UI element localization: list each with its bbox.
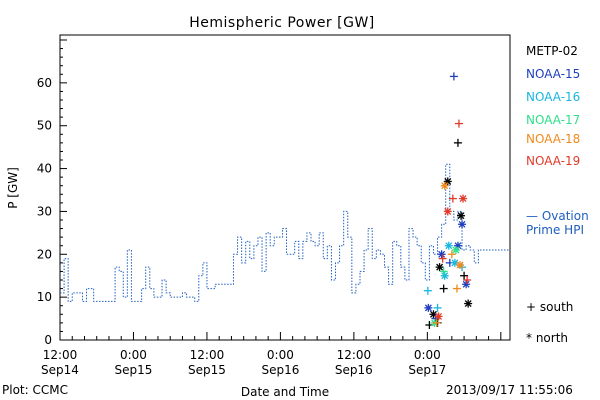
y-tick-label: 30 <box>37 204 52 218</box>
legend-label: NOAA-16 <box>526 90 581 104</box>
north-point <box>456 261 464 269</box>
y-axis: 0 10 20 30 40 50 60 <box>37 39 67 347</box>
ovation-series-line <box>60 163 510 302</box>
marker-stroke <box>451 259 459 267</box>
south-point <box>439 267 448 276</box>
x-tick-label: 12:00 <box>43 348 78 362</box>
south-point <box>433 303 442 312</box>
legend-label: METP-02 <box>526 44 578 58</box>
y-tick-label: 40 <box>37 162 52 176</box>
x-tick-label: 0:00 <box>414 348 441 362</box>
south-point <box>448 194 457 203</box>
north-point <box>440 271 449 280</box>
x-axis-label: Date and Time <box>241 385 329 399</box>
marker-stroke <box>459 195 467 203</box>
north-point <box>464 299 473 308</box>
marker-stroke <box>462 280 470 288</box>
north-point <box>459 194 468 203</box>
north-point <box>457 211 466 220</box>
x-tick-label: Sep15 <box>188 363 226 377</box>
north-point <box>435 263 444 272</box>
marker-stroke <box>436 263 444 271</box>
marker-stroke <box>457 212 465 220</box>
x-tick-label: Sep16 <box>261 363 299 377</box>
legend-noaa19: NOAA-19 <box>526 154 580 168</box>
south-point <box>452 284 461 293</box>
y-tick-label: 0 <box>44 333 52 347</box>
x-tick-label: Sep15 <box>115 363 153 377</box>
south-point <box>439 284 448 293</box>
marker-stroke <box>438 250 446 258</box>
marker-stroke <box>444 177 452 185</box>
x-tick-label: 12:00 <box>190 348 225 362</box>
x-tick-label: Sep14 <box>41 363 79 377</box>
y-axis-label: P [GW] <box>6 167 20 209</box>
plot-timestamp: 2013/09/17 11:55:06 <box>446 383 573 397</box>
x-axis: 12:00Sep140:00Sep1512:00Sep150:00Sep1612… <box>41 332 502 377</box>
south-point <box>454 119 463 128</box>
legend-noaa17: NOAA-17 <box>526 113 580 127</box>
legend-noaa16: NOAA-16 <box>526 90 580 104</box>
marker-stroke <box>430 310 437 318</box>
marker-stroke <box>444 207 452 215</box>
plot-frame <box>59 34 511 341</box>
chart-title: Hemispheric Power [GW] <box>189 15 375 31</box>
marker-stroke <box>441 272 449 280</box>
south-point <box>449 72 458 81</box>
x-tick-label: Sep16 <box>335 363 373 377</box>
north-point <box>434 312 443 321</box>
south-point <box>432 318 441 327</box>
legend-label: NOAA-19 <box>526 154 581 168</box>
legend-label: NOAA-18 <box>526 132 581 146</box>
y-tick-label: 60 <box>37 76 52 90</box>
north-point <box>424 303 433 312</box>
marker-stroke <box>452 246 460 254</box>
marker-stroke <box>464 300 472 308</box>
x-tick-label: Sep17 <box>408 363 446 377</box>
south-point <box>463 276 472 284</box>
plot-credit: Plot: CCMC <box>2 383 68 397</box>
legend-label: NOAA-15 <box>526 67 581 81</box>
y-tick-label: 50 <box>37 119 52 133</box>
legend-south-marker: + south <box>526 300 574 314</box>
marker-stroke <box>458 220 466 228</box>
y-tick-label: 20 <box>37 247 52 261</box>
x-tick-label: 12:00 <box>337 348 372 362</box>
south-point <box>453 138 462 147</box>
x-tick-label: 0:00 <box>267 348 294 362</box>
legend-metp02: METP-02 <box>526 44 578 58</box>
x-tick-label: 0:00 <box>120 348 147 362</box>
legend-label: NOAA-17 <box>526 113 581 127</box>
legend-north-marker: * north <box>526 331 569 345</box>
south-point <box>423 286 432 295</box>
north-point <box>444 241 453 250</box>
north-point <box>443 207 452 216</box>
north-point <box>451 246 460 254</box>
south-point <box>460 271 469 280</box>
north-point <box>437 250 446 259</box>
south-point <box>447 250 456 259</box>
north-point <box>440 181 449 190</box>
legend-ovation-hpi: — Ovation Prime HPI <box>526 209 589 237</box>
marker-stroke <box>441 182 449 190</box>
marker-stroke <box>424 304 432 312</box>
marker-stroke <box>435 312 443 320</box>
south-point <box>438 254 447 263</box>
satellite-marks <box>423 72 473 329</box>
north-point <box>458 220 467 229</box>
legend-noaa15: NOAA-15 <box>526 67 580 81</box>
north-point <box>462 280 471 289</box>
legend-noaa18: NOAA-18 <box>526 132 580 146</box>
marker-stroke <box>456 261 464 269</box>
y-tick-label: 10 <box>37 290 52 304</box>
north-point <box>443 177 452 186</box>
marker-stroke <box>445 242 453 250</box>
